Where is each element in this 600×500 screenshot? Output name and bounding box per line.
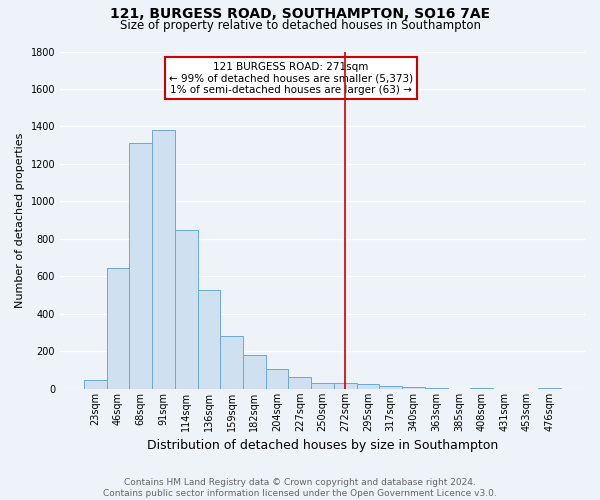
Text: Contains HM Land Registry data © Crown copyright and database right 2024.
Contai: Contains HM Land Registry data © Crown c… [103,478,497,498]
Text: 121 BURGESS ROAD: 271sqm
← 99% of detached houses are smaller (5,373)
1% of semi: 121 BURGESS ROAD: 271sqm ← 99% of detach… [169,62,413,95]
Bar [243,355,266,389]
Bar [84,380,107,389]
Y-axis label: Number of detached properties: Number of detached properties [15,132,25,308]
Bar [197,290,220,389]
Bar [425,388,448,389]
Bar [266,369,289,389]
Bar [356,384,379,389]
Bar [175,230,197,389]
Bar [379,386,402,389]
Bar [402,387,425,389]
Bar [107,268,130,389]
Bar [311,384,334,389]
Bar [220,336,243,389]
Bar [289,376,311,389]
X-axis label: Distribution of detached houses by size in Southampton: Distribution of detached houses by size … [147,440,498,452]
Text: 121, BURGESS ROAD, SOUTHAMPTON, SO16 7AE: 121, BURGESS ROAD, SOUTHAMPTON, SO16 7AE [110,8,490,22]
Text: Size of property relative to detached houses in Southampton: Size of property relative to detached ho… [119,18,481,32]
Bar [152,130,175,389]
Bar [470,388,493,389]
Bar [334,384,356,389]
Bar [130,144,152,389]
Bar [538,388,561,389]
